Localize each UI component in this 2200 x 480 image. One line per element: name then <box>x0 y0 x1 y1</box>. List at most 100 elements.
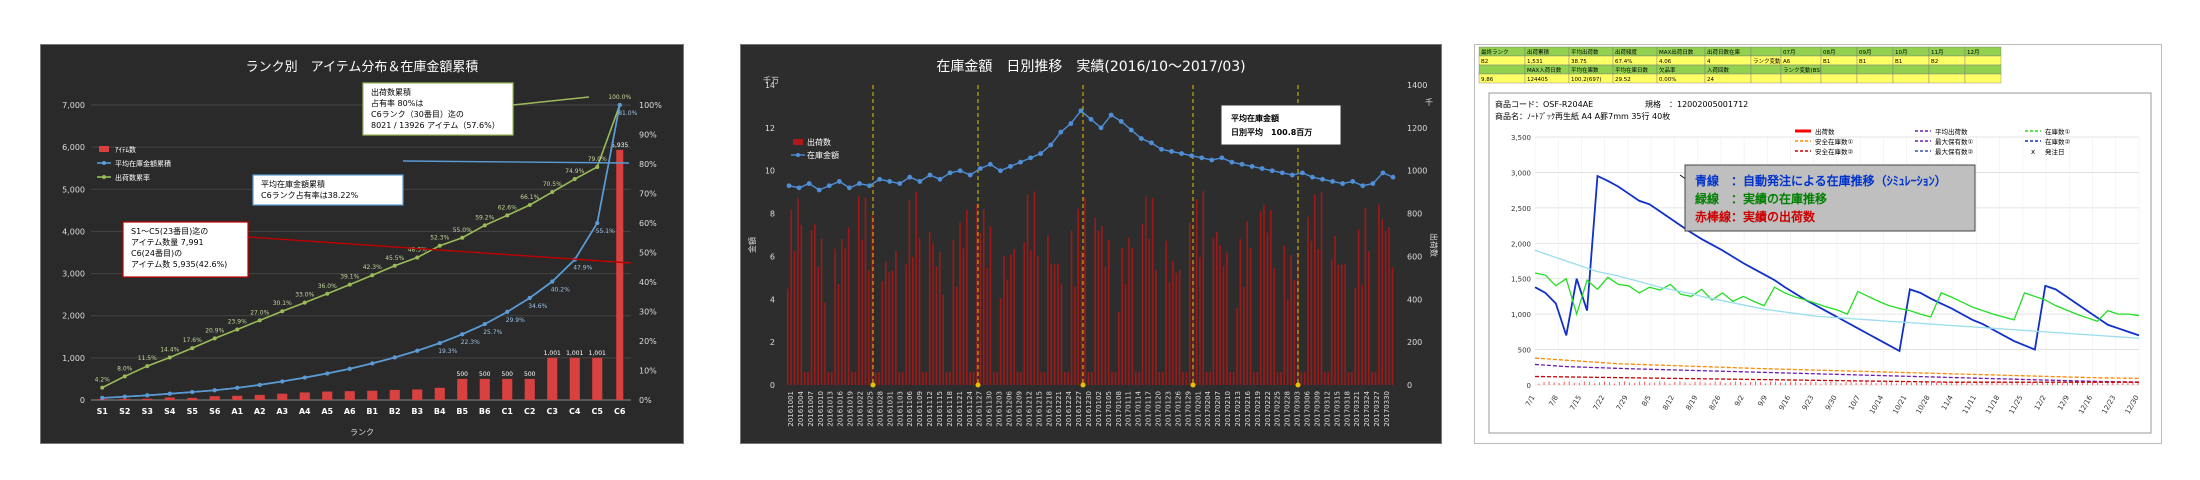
x-tick-label: 20170126 <box>1174 390 1182 426</box>
x-tick-label: 20170330 <box>1383 391 1391 427</box>
shipment-bar <box>1013 249 1015 385</box>
inventory-point <box>1128 127 1134 133</box>
x-tick-label: 20161230 <box>1085 391 1093 427</box>
inventory-point <box>1310 174 1315 180</box>
shipment-bar <box>1205 372 1208 385</box>
shipment-bar <box>1118 311 1120 385</box>
inventory-point <box>1239 161 1245 167</box>
shipment-rate-label: 39.1% <box>340 274 359 281</box>
inventory-cumulative-point <box>190 389 195 394</box>
inventory-point <box>786 183 792 189</box>
inventory-point <box>1058 129 1064 135</box>
x-tick-label: B2 <box>389 407 401 416</box>
table-cell-text: 38.75 <box>1571 59 1587 65</box>
x-tick-label: 20161004 <box>797 390 805 426</box>
bar <box>254 394 265 400</box>
shipment-bar <box>1310 240 1313 385</box>
bar-data-label: 500 <box>479 371 491 378</box>
bar <box>569 357 580 400</box>
shipment-rate-label: 79.0% <box>588 156 607 163</box>
inventory-cumulative-point <box>235 385 240 390</box>
inventory-point <box>1189 153 1195 159</box>
shipment-bar <box>1239 239 1242 385</box>
shipment-bar <box>817 266 819 385</box>
x-tick-label: 20170303 <box>1294 391 1302 427</box>
inventory-cumulative-point <box>527 296 532 301</box>
shipment-rate-point <box>235 327 240 332</box>
x-tick-label: 20170327 <box>1373 391 1381 427</box>
bar <box>547 357 558 400</box>
inventory-point <box>836 179 842 184</box>
shipment-bar <box>959 222 961 385</box>
shipment-bar <box>1199 257 1201 385</box>
shipment-bar <box>851 372 853 385</box>
shipment-bar <box>966 209 968 385</box>
shipment-bar <box>1080 250 1083 385</box>
shipment-rate-point <box>122 374 127 379</box>
x-tick-label: 20170105 <box>1105 391 1113 427</box>
x-tick-label: 20170306 <box>1304 390 1312 426</box>
x-tick-label: 20161121 <box>956 391 964 427</box>
shipment-bar <box>999 298 1002 385</box>
x-tick-label: A5 <box>321 407 333 416</box>
shipment-rate-point <box>167 355 172 360</box>
table-cell-text: 09月 <box>1859 49 1872 56</box>
table-cell-text: 4 <box>1707 59 1711 65</box>
series-line <box>1534 174 2140 353</box>
shipment-bar <box>942 294 944 385</box>
shipment-rate-point <box>325 291 330 296</box>
inventory-simulation-chart: 最終ランク 出荷累積 平均出荷数 出荷頻度 MAX出荷日数 出荷日数在庫 07月 08月 09月… <box>1474 44 2162 444</box>
bar <box>119 398 130 400</box>
y2-tick-label: 70% <box>639 190 657 199</box>
shipment-bar <box>1067 372 1069 385</box>
shipment-bar <box>1232 372 1235 385</box>
inventory-point <box>816 187 822 193</box>
inventory-point <box>1138 136 1144 141</box>
x-tick-label: 20161215 <box>1035 391 1043 427</box>
table-cell-text: ランク変動(BS判断) <box>1783 66 1833 74</box>
table-cell <box>1892 64 1930 75</box>
x-tick-label: A3 <box>276 407 288 416</box>
inventory-point <box>1098 125 1104 131</box>
table-cell <box>1820 64 1858 75</box>
inventory-point <box>1169 149 1174 154</box>
y2-tick-label: 1400 <box>1407 81 1427 90</box>
y-unit-label: 千万 <box>763 75 779 85</box>
shipment-rate-label: 20.9% <box>205 327 224 334</box>
legend-label: 平均在庫金額累積 <box>115 159 171 168</box>
table-cell <box>1750 73 1782 84</box>
legend-swatch-marker <box>796 153 800 157</box>
x-tick-label: 20170207 <box>1214 391 1222 427</box>
inventory-point <box>1340 181 1346 186</box>
shipment-bar <box>871 215 874 385</box>
table-cell-text: B1 <box>1859 59 1866 65</box>
x-tick-label: B4 <box>434 407 446 416</box>
shipment-bar <box>1070 230 1073 385</box>
rank-distribution-svg: ランク別 アイテム分布＆在庫金額累積 0 1,000 2,000 3,000 4,000 5… <box>62 59 662 437</box>
shipment-bar <box>1016 372 1019 385</box>
bar-data-label: 5,935 <box>611 142 628 149</box>
table-cell-text: 124405 <box>1527 77 1548 83</box>
shipment-bar <box>1104 267 1107 385</box>
shipment-bar <box>1053 264 1056 385</box>
annotation-leader <box>402 160 630 164</box>
inventory-cumulative-point <box>415 348 420 353</box>
callout-box <box>1684 164 1976 232</box>
shipment-bar <box>949 372 951 385</box>
inventory-rate-label: 19.3% <box>438 348 457 355</box>
series-line-shipment-rate <box>101 104 621 389</box>
shipment-rate-point <box>572 177 577 182</box>
bar <box>232 395 243 400</box>
shipment-rate-label: 59.2% <box>475 214 494 221</box>
inventory-cumulative-point <box>550 279 555 284</box>
shipment-rate-label: 30.1% <box>273 300 292 307</box>
inventory-point <box>957 168 963 174</box>
bar <box>187 397 198 400</box>
shipment-bar <box>1087 372 1090 385</box>
item-name-label: 商品名：ﾉｰﾄﾌﾞｯｸ再生紙 A4 A罫7mm 35行 40枚 <box>1495 111 1670 121</box>
table-cell-text: 11月 <box>1931 49 1944 56</box>
shipment-bar <box>888 272 890 385</box>
shipment-bar <box>986 268 988 385</box>
shipment-bar <box>1212 236 1215 385</box>
y2-tick-label: 1000 <box>1407 167 1427 176</box>
